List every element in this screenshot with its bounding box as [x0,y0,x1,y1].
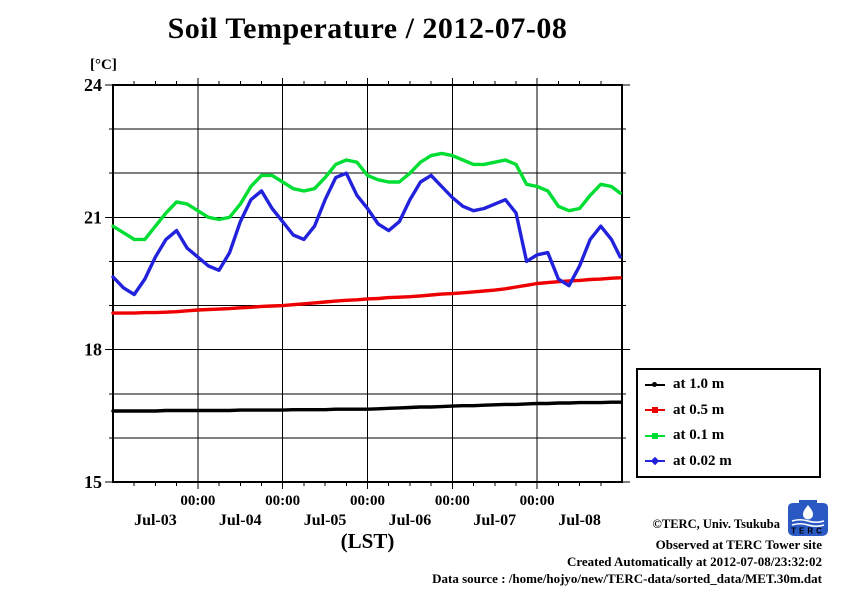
svg-text:21: 21 [84,207,102,227]
svg-text:Jul-08: Jul-08 [558,512,601,529]
created-at-text: Created Automatically at 2012-07-08/23:3… [566,554,822,569]
copyright-text: ©TERC, Univ. Tsukuba [652,517,780,531]
legend-marker-0.1m [645,432,665,439]
svg-text:00:00: 00:00 [265,493,300,509]
svg-text:24: 24 [84,75,102,95]
svg-text:00:00: 00:00 [350,493,385,509]
legend-label: at 0.5 m [673,401,725,418]
legend-box: at 1.0 m at 0.5 m at 0.1 m at 0.02 m [636,368,821,478]
legend-label: at 1.0 m [673,376,725,393]
legend-marker-0.02m [645,457,665,466]
legend-label: at 0.02 m [673,452,732,469]
legend-item-0.1m: at 0.1 m [638,427,819,444]
svg-text:Jul-06: Jul-06 [389,512,432,529]
terc-logo-icon: TERC [788,500,828,536]
observed-at-text: Observed at TERC Tower site [655,537,822,552]
svg-text:00:00: 00:00 [520,493,555,509]
svg-text:00:00: 00:00 [435,493,470,509]
legend-item-0.5m: at 0.5 m [638,402,819,419]
svg-text:Jul-04: Jul-04 [219,512,262,529]
svg-text:Jul-05: Jul-05 [304,512,347,529]
legend-marker-1.0m [645,382,665,388]
legend-item-0.02m: at 0.02 m [638,453,819,470]
x-axis-label: (LST) [340,529,395,553]
svg-text:00:00: 00:00 [180,493,215,509]
svg-text:15: 15 [84,472,102,492]
terc-logo-text: TERC [791,527,825,536]
data-source-text: Data source : /home/hojyo/new/TERC-data/… [432,571,822,586]
legend-label: at 0.1 m [673,427,725,444]
legend-item-1.0m: at 1.0 m [638,376,819,393]
svg-text:Jul-07: Jul-07 [473,512,516,529]
y-axis-unit-label: [°C] [90,57,117,73]
svg-text:18: 18 [84,340,102,360]
legend-marker-0.5m [645,407,665,414]
chart-title: Soil Temperature / 2012-07-08 [167,12,568,45]
svg-text:Jul-03: Jul-03 [134,512,177,529]
